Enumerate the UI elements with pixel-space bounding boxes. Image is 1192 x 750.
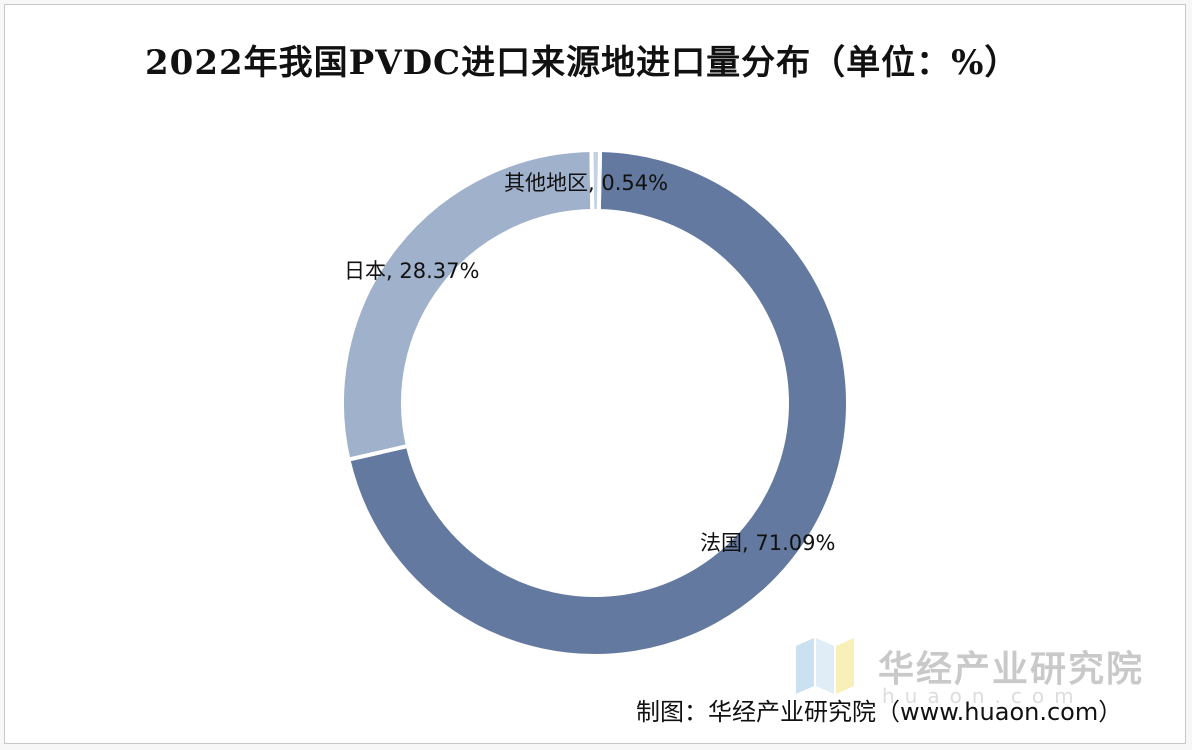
watermark-url: huaon.com: [882, 684, 1084, 708]
donut-slices: [340, 147, 850, 658]
donut-slice-1: [346, 148, 850, 658]
watermark-text: 华经产业研究院: [878, 649, 1145, 690]
donut-slice-2: [340, 147, 595, 463]
donut-slice-3: [589, 148, 603, 214]
slice-label-3: 其他地区, 0.54%: [504, 171, 668, 195]
chart-title: 2022年我国PVDC进口来源地进口量分布（单位：%）: [145, 43, 1020, 83]
source-note: 制图：华经产业研究院（www.huaon.com）: [636, 698, 1123, 726]
slice-label-2: 日本, 28.37%: [344, 259, 479, 283]
watermark: 华经产业研究院 huaon.com: [790, 636, 1160, 708]
slice-labels: 法国, 71.09% 日本, 28.37% 其他地区, 0.54%: [344, 171, 835, 555]
slice-label-1: 法国, 71.09%: [700, 531, 835, 555]
watermark-logo-icon: [796, 638, 854, 694]
